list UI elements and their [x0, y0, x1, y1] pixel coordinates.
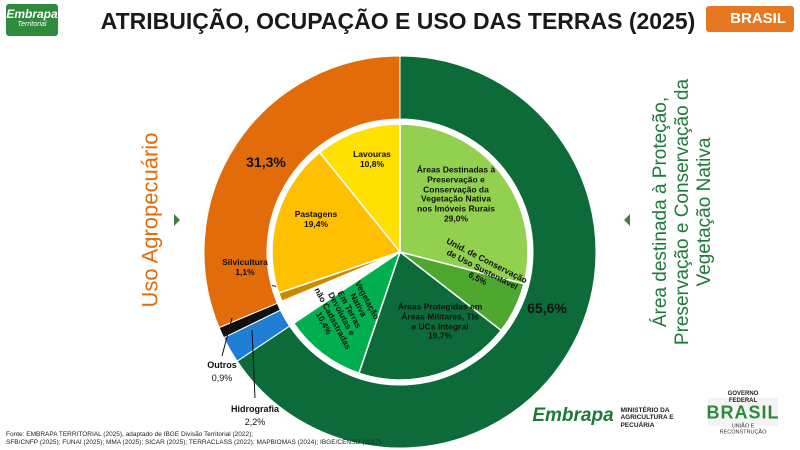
- pie-slice: [399, 123, 529, 285]
- marker: [624, 214, 630, 226]
- slice-value: 1,1%: [235, 267, 255, 277]
- slice-name: Silvicultura: [222, 257, 268, 268]
- slice-name: Pastagens: [294, 209, 338, 220]
- pie-slice: [292, 250, 402, 375]
- slice-label: Lavouras 10,8%: [353, 149, 391, 170]
- marker: [174, 214, 180, 226]
- slice-value: 19,4%: [303, 219, 329, 229]
- slice-value: 19,7%: [427, 330, 453, 341]
- gov-logo-box: [708, 398, 778, 426]
- pie-slice: [277, 251, 401, 303]
- ring-category-label: Área destinada à Proteção, Preservação e…: [650, 78, 715, 346]
- slice-name: Áreas Destinadas à Preservação e Conserv…: [416, 164, 496, 214]
- ring-category-label: Uso Agropecuário: [137, 132, 163, 308]
- gov-text: BRASIL: [706, 402, 780, 423]
- slice-name: Áreas Protegidas em Áreas Militares, TIs…: [397, 301, 483, 331]
- ring-value-label: 31,3%: [246, 153, 286, 170]
- logo: BRASIL: [706, 6, 794, 32]
- logo-text: Embrapa: [6, 7, 58, 21]
- leader-line: [221, 317, 233, 357]
- ring-category-label: Outros: [207, 359, 237, 370]
- ministry-text: MINISTÉRIO DA AGRICULTURA E PECUÁRIA: [620, 406, 674, 429]
- ring-segment: [203, 55, 401, 329]
- logo-subtext: Territorial: [17, 21, 47, 28]
- slice-name: Lavouras: [353, 149, 391, 160]
- slice-label: Áreas Protegidas em Áreas Militares, TIs…: [398, 302, 483, 341]
- pie-slice: [318, 123, 401, 255]
- ring-segment: [236, 55, 597, 449]
- gov-text: UNIÃO E RECONSTRUÇÃO: [719, 423, 767, 436]
- chart-title: ATRIBUIÇÃO, OCUPAÇÃO E USO DAS TERRAS (2…: [100, 8, 696, 34]
- ring-category-label: Hidrografia: [230, 403, 280, 414]
- pie-slice: [271, 151, 402, 295]
- gov-text: GOVERNO FEDERAL: [727, 391, 759, 404]
- ring-value-label: 65,6%: [527, 299, 567, 316]
- ring-value-label: 2,2%: [244, 416, 266, 427]
- slice-label: Pastagens 19,4%: [294, 209, 338, 230]
- logo-text: Embrapa: [532, 405, 614, 427]
- slice-value: 29,0%: [443, 213, 469, 224]
- slice-value: 10,8%: [359, 159, 385, 169]
- ring-value-label: 0,9%: [211, 372, 233, 383]
- pie-slice: [357, 250, 503, 381]
- leader-line: [251, 329, 256, 399]
- source: Fonte: EMBRAPA TERRITORIAL (2025), adapt…: [6, 431, 382, 447]
- slice-label: Silvicultura 1,1%: [222, 257, 268, 278]
- logo: Embrapa Territorial: [6, 4, 58, 36]
- slice-label: Áreas Destinadas à Preservação e Conserv…: [416, 164, 496, 225]
